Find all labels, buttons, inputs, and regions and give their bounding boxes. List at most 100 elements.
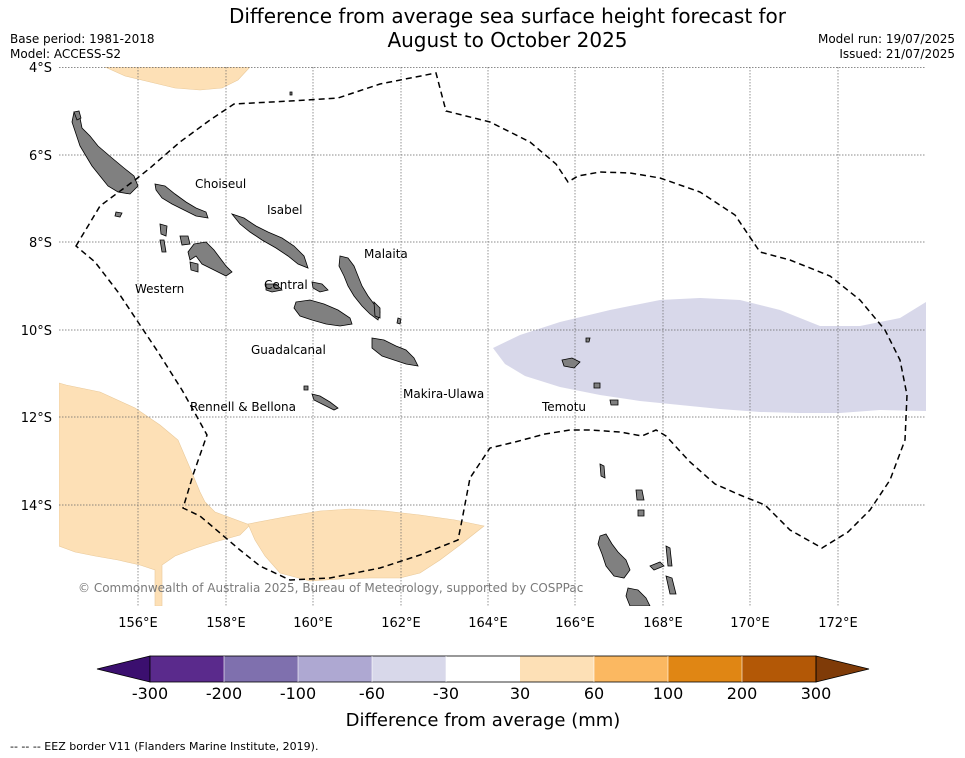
island-pentecost — [665, 575, 677, 595]
anomaly-positive-southwest — [59, 382, 251, 606]
base-period: Base period: 1981-2018 — [10, 32, 155, 46]
colorbar-tick-9: 300 — [801, 684, 832, 703]
label-guadalcanal: Guadalcanal — [251, 343, 326, 357]
colorbar-bin-8 — [668, 656, 742, 682]
colorbar-extend-high — [815, 655, 870, 683]
colorbar-tick-6: 60 — [584, 684, 604, 703]
island-santa-cruz — [561, 357, 581, 369]
island-ranongga — [159, 239, 167, 253]
island-buka — [73, 110, 82, 121]
colorbar-tick-8: 200 — [727, 684, 758, 703]
island-bellona — [303, 385, 309, 391]
lon-label-158e: 158°E — [206, 616, 246, 631]
map-svg: © Commonwealth of Australia 2025, Bureau… — [21, 61, 926, 731]
model-name: Model: ACCESS-S2 — [10, 47, 122, 61]
island-torres — [599, 463, 606, 479]
colorbar-bin-4 — [372, 656, 446, 682]
island-rendova — [189, 261, 199, 273]
title-line-1: Difference from average sea surface heig… — [228, 4, 787, 28]
colorbar-tick-0: -300 — [132, 684, 168, 703]
label-western: Western — [135, 282, 184, 296]
colorbar-bin-3 — [298, 656, 372, 682]
colorbar-dividers — [223, 656, 743, 682]
colorbar-tick-3: -60 — [359, 684, 385, 703]
colorbar-bin-1 — [150, 656, 224, 682]
latitude-axis: 4°S 6°S 8°S 10°S 12°S 14°S — [21, 61, 52, 514]
island-espiritu-santo — [597, 533, 631, 579]
island-ulawa — [396, 317, 402, 325]
graticule — [59, 67, 926, 606]
title-line-2: August to October 2025 — [387, 28, 628, 52]
lon-label-162e: 162°E — [381, 616, 421, 631]
lon-label-170e: 170°E — [730, 616, 770, 631]
anomaly-positive-south — [247, 508, 485, 582]
island-new-georgia — [187, 241, 233, 277]
colorbar-ticks: -300 -200 -100 -60 -30 30 60 100 200 300 — [132, 684, 831, 703]
issued-date: Issued: 21/07/2025 — [839, 47, 955, 61]
map-title: Difference from average sea surface heig… — [150, 4, 865, 52]
anomaly-negative-east — [493, 298, 926, 413]
lat-label-6s: 6°S — [29, 149, 52, 164]
lon-label-164e: 164°E — [468, 616, 508, 631]
colorbar: -300 -200 -100 -60 -30 30 60 100 200 300… — [96, 655, 870, 731]
island-small-malaita — [373, 300, 381, 319]
colorbar-outline — [149, 655, 817, 683]
island-utupua — [593, 382, 601, 389]
lon-label-172e: 172°E — [818, 616, 858, 631]
island-shortland — [114, 211, 123, 218]
model-run: Model run: 19/07/2025 — [817, 32, 955, 46]
island-isabel — [230, 213, 309, 269]
colorbar-tick-5: 30 — [510, 684, 530, 703]
island-bougainville — [71, 111, 139, 195]
land — [71, 91, 677, 606]
colorbar-extend-low — [96, 655, 151, 683]
island-maewo — [665, 545, 673, 567]
island-makira — [371, 337, 419, 367]
copyright-text: © Commonwealth of Australia 2025, Bureau… — [78, 581, 583, 595]
map-area: © Commonwealth of Australia 2025, Bureau… — [59, 67, 926, 606]
island-guadalcanal — [293, 299, 353, 327]
lat-label-4s: 4°S — [29, 61, 52, 76]
island-vanikoro — [609, 399, 619, 406]
colorbar-bin-6 — [520, 656, 594, 682]
meta-left: Base period: 1981-2018 Model: ACCESS-S2 — [10, 32, 155, 62]
lon-label-168e: 168°E — [643, 616, 683, 631]
label-choiseul: Choiseul — [195, 177, 246, 191]
island-malakula — [625, 587, 651, 606]
lat-label-12s: 12°S — [21, 411, 52, 426]
label-malaita: Malaita — [364, 247, 408, 261]
lat-label-14s: 14°S — [21, 499, 52, 514]
eez-legend-note: -- -- -- EEZ border V11 (Flanders Marine… — [10, 740, 319, 753]
island-rennell — [311, 393, 339, 411]
lon-label-156e: 156°E — [118, 616, 158, 631]
island-reef-islands — [585, 337, 591, 343]
island-kolombangara — [179, 235, 191, 246]
island-gaua — [637, 509, 645, 517]
anomaly-positive-north — [104, 67, 251, 91]
island-ontong — [289, 91, 293, 96]
label-temotu: Temotu — [541, 400, 586, 414]
meta-right: Model run: 19/07/2025 Issued: 21/07/2025 — [818, 32, 955, 62]
label-central: Central — [264, 278, 308, 292]
colorbar-tick-1: -200 — [206, 684, 242, 703]
island-russell — [311, 281, 329, 293]
colorbar-bin-9 — [742, 656, 816, 682]
colorbar-bin-5 — [446, 656, 520, 682]
colorbar-bin-7 — [594, 656, 668, 682]
colorbar-tick-7: 100 — [653, 684, 684, 703]
colorbar-bin-2 — [224, 656, 298, 682]
label-makira-ulawa: Makira-Ulawa — [403, 387, 484, 401]
longitude-axis: 156°E 158°E 160°E 162°E 164°E 166°E 168°… — [118, 616, 858, 631]
province-labels: Choiseul Isabel Malaita Western Central … — [135, 177, 586, 414]
colorbar-tick-2: -100 — [280, 684, 316, 703]
lat-label-8s: 8°S — [29, 236, 52, 251]
island-choiseul — [154, 183, 209, 219]
label-rennell-bellona: Rennell & Bellona — [190, 400, 296, 414]
colorbar-title: Difference from average (mm) — [346, 710, 621, 731]
island-vella-lavella — [159, 223, 168, 237]
island-florida — [265, 283, 283, 293]
island-banks — [635, 489, 645, 501]
lon-label-166e: 166°E — [555, 616, 595, 631]
label-isabel: Isabel — [267, 203, 302, 217]
lat-label-10s: 10°S — [21, 324, 52, 339]
